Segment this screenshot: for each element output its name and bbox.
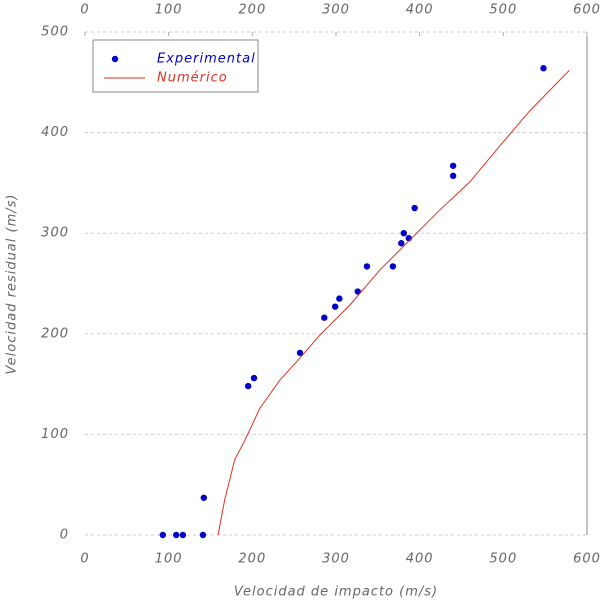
- legend-label: Numérico: [157, 71, 228, 86]
- line-series: [217, 69, 570, 536]
- data-point: [400, 230, 407, 237]
- x-tick-label-top: 500: [489, 3, 517, 18]
- data-point: [540, 65, 547, 72]
- data-point: [296, 349, 304, 357]
- y-axis-title: Velocidad residual (m/s): [5, 194, 20, 375]
- x-tick-label: 600: [573, 552, 600, 567]
- x-tick-label: 400: [406, 552, 434, 567]
- x-tick-label: 500: [489, 552, 517, 567]
- data-point: [398, 240, 405, 247]
- x-tick-label-top: 600: [573, 3, 600, 18]
- y-tick-label: 300: [41, 226, 69, 241]
- x-tick-label: 0: [80, 552, 89, 567]
- x-axis-title: Velocidad de impacto (m/s): [234, 585, 438, 600]
- legend-label: Experimental: [157, 52, 256, 67]
- legend-box: [92, 39, 259, 93]
- data-point: [449, 172, 457, 180]
- y-tick-label: 0: [60, 528, 69, 543]
- data-point: [411, 204, 418, 212]
- data-point: [200, 494, 208, 501]
- data-point: [449, 162, 457, 169]
- x-tick-label: 200: [238, 552, 266, 567]
- x-tick-label-top: 100: [155, 3, 183, 18]
- x-tick-label-top: 0: [80, 3, 89, 18]
- x-tick-label-top: 400: [406, 3, 434, 18]
- data-point: [244, 382, 252, 390]
- y-tick-label: 100: [41, 427, 69, 442]
- data-point: [179, 531, 187, 539]
- y-tick-label: 500: [41, 25, 69, 40]
- x-tick-label-top: 200: [238, 3, 266, 18]
- data-point: [321, 314, 328, 321]
- x-tick-label: 300: [322, 552, 350, 567]
- x-tick-label: 100: [155, 552, 183, 567]
- data-point: [159, 531, 167, 539]
- legend-marker: [111, 55, 119, 63]
- data-point: [250, 374, 258, 382]
- data-point: [363, 263, 371, 270]
- data-point: [331, 303, 339, 310]
- data-point: [172, 531, 180, 539]
- data-point: [389, 263, 397, 270]
- data-point: [199, 531, 207, 539]
- y-tick-label: 200: [41, 326, 69, 341]
- x-tick-label-top: 300: [322, 3, 350, 18]
- data-point: [354, 288, 361, 295]
- y-tick-label: 400: [41, 125, 69, 140]
- data-point: [336, 295, 343, 302]
